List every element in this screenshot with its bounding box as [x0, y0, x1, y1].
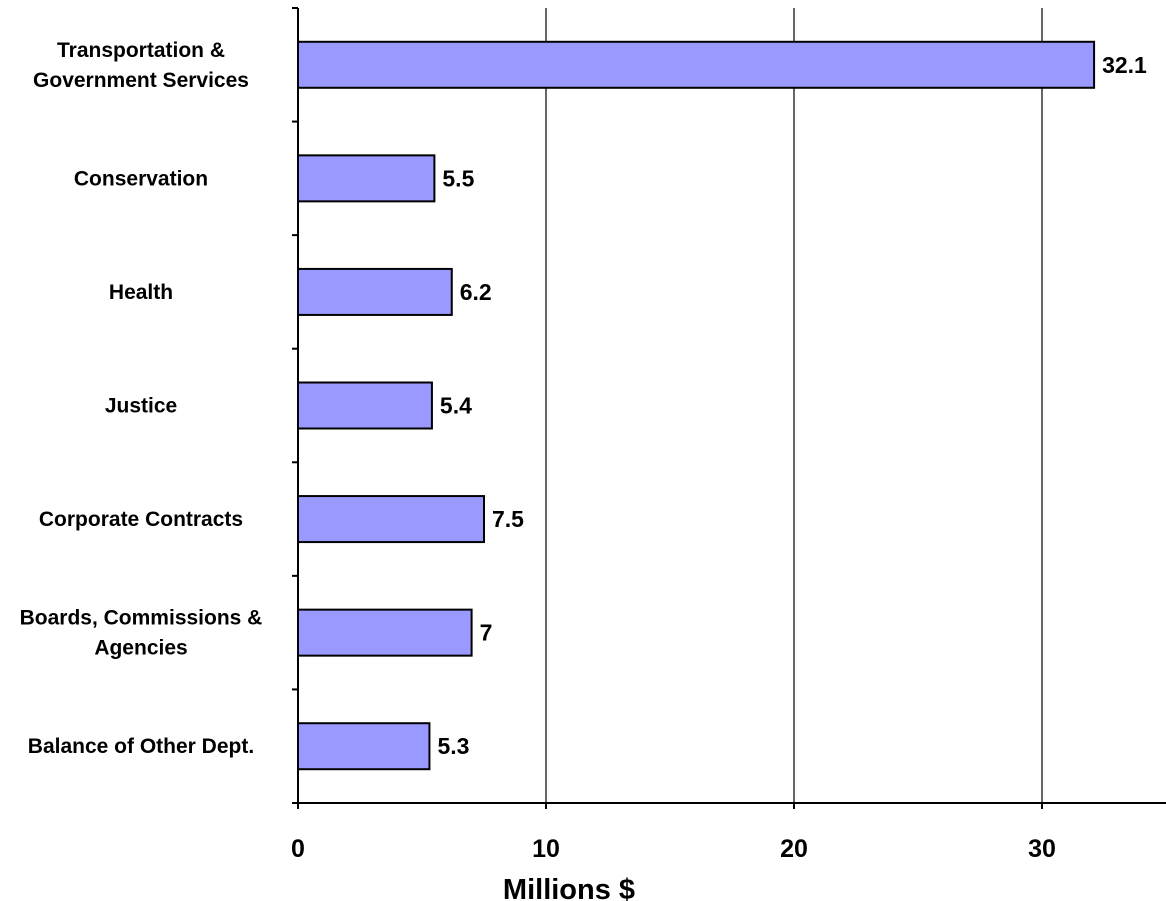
bar	[297, 40, 1096, 89]
data-label: 6.2	[460, 279, 492, 305]
bar	[297, 381, 433, 430]
category-label: Transportation & Government Services	[33, 39, 249, 92]
data-label: 32.1	[1102, 52, 1147, 78]
labels: 32.1 Transportation & Government Services 5…	[20, 39, 1147, 863]
data-label: 5.3	[437, 733, 469, 759]
bar	[297, 495, 485, 544]
category-label: Balance of Other Dept.	[28, 735, 254, 758]
category-label: Health	[109, 281, 173, 304]
bar	[297, 722, 431, 771]
x-tick-label: 10	[532, 835, 560, 863]
category-label: Corporate Contracts	[39, 508, 243, 531]
bars	[297, 40, 1096, 771]
data-label: 5.4	[440, 393, 472, 419]
category-label: Conservation	[74, 167, 208, 190]
x-tick-label: 30	[1028, 835, 1056, 863]
x-tick-label: 0	[291, 835, 305, 863]
data-label: 5.5	[442, 165, 474, 191]
data-label: 7	[480, 620, 493, 646]
bar	[297, 154, 436, 203]
x-axis-title: Millions $	[503, 874, 635, 901]
bar	[297, 608, 473, 657]
x-tick-label: 20	[780, 835, 808, 863]
bar	[297, 267, 453, 316]
category-label: Justice	[105, 395, 177, 418]
category-label: Boards, Commissions & Agencies	[20, 607, 263, 660]
axes	[292, 8, 1166, 804]
data-label: 7.5	[492, 506, 524, 532]
